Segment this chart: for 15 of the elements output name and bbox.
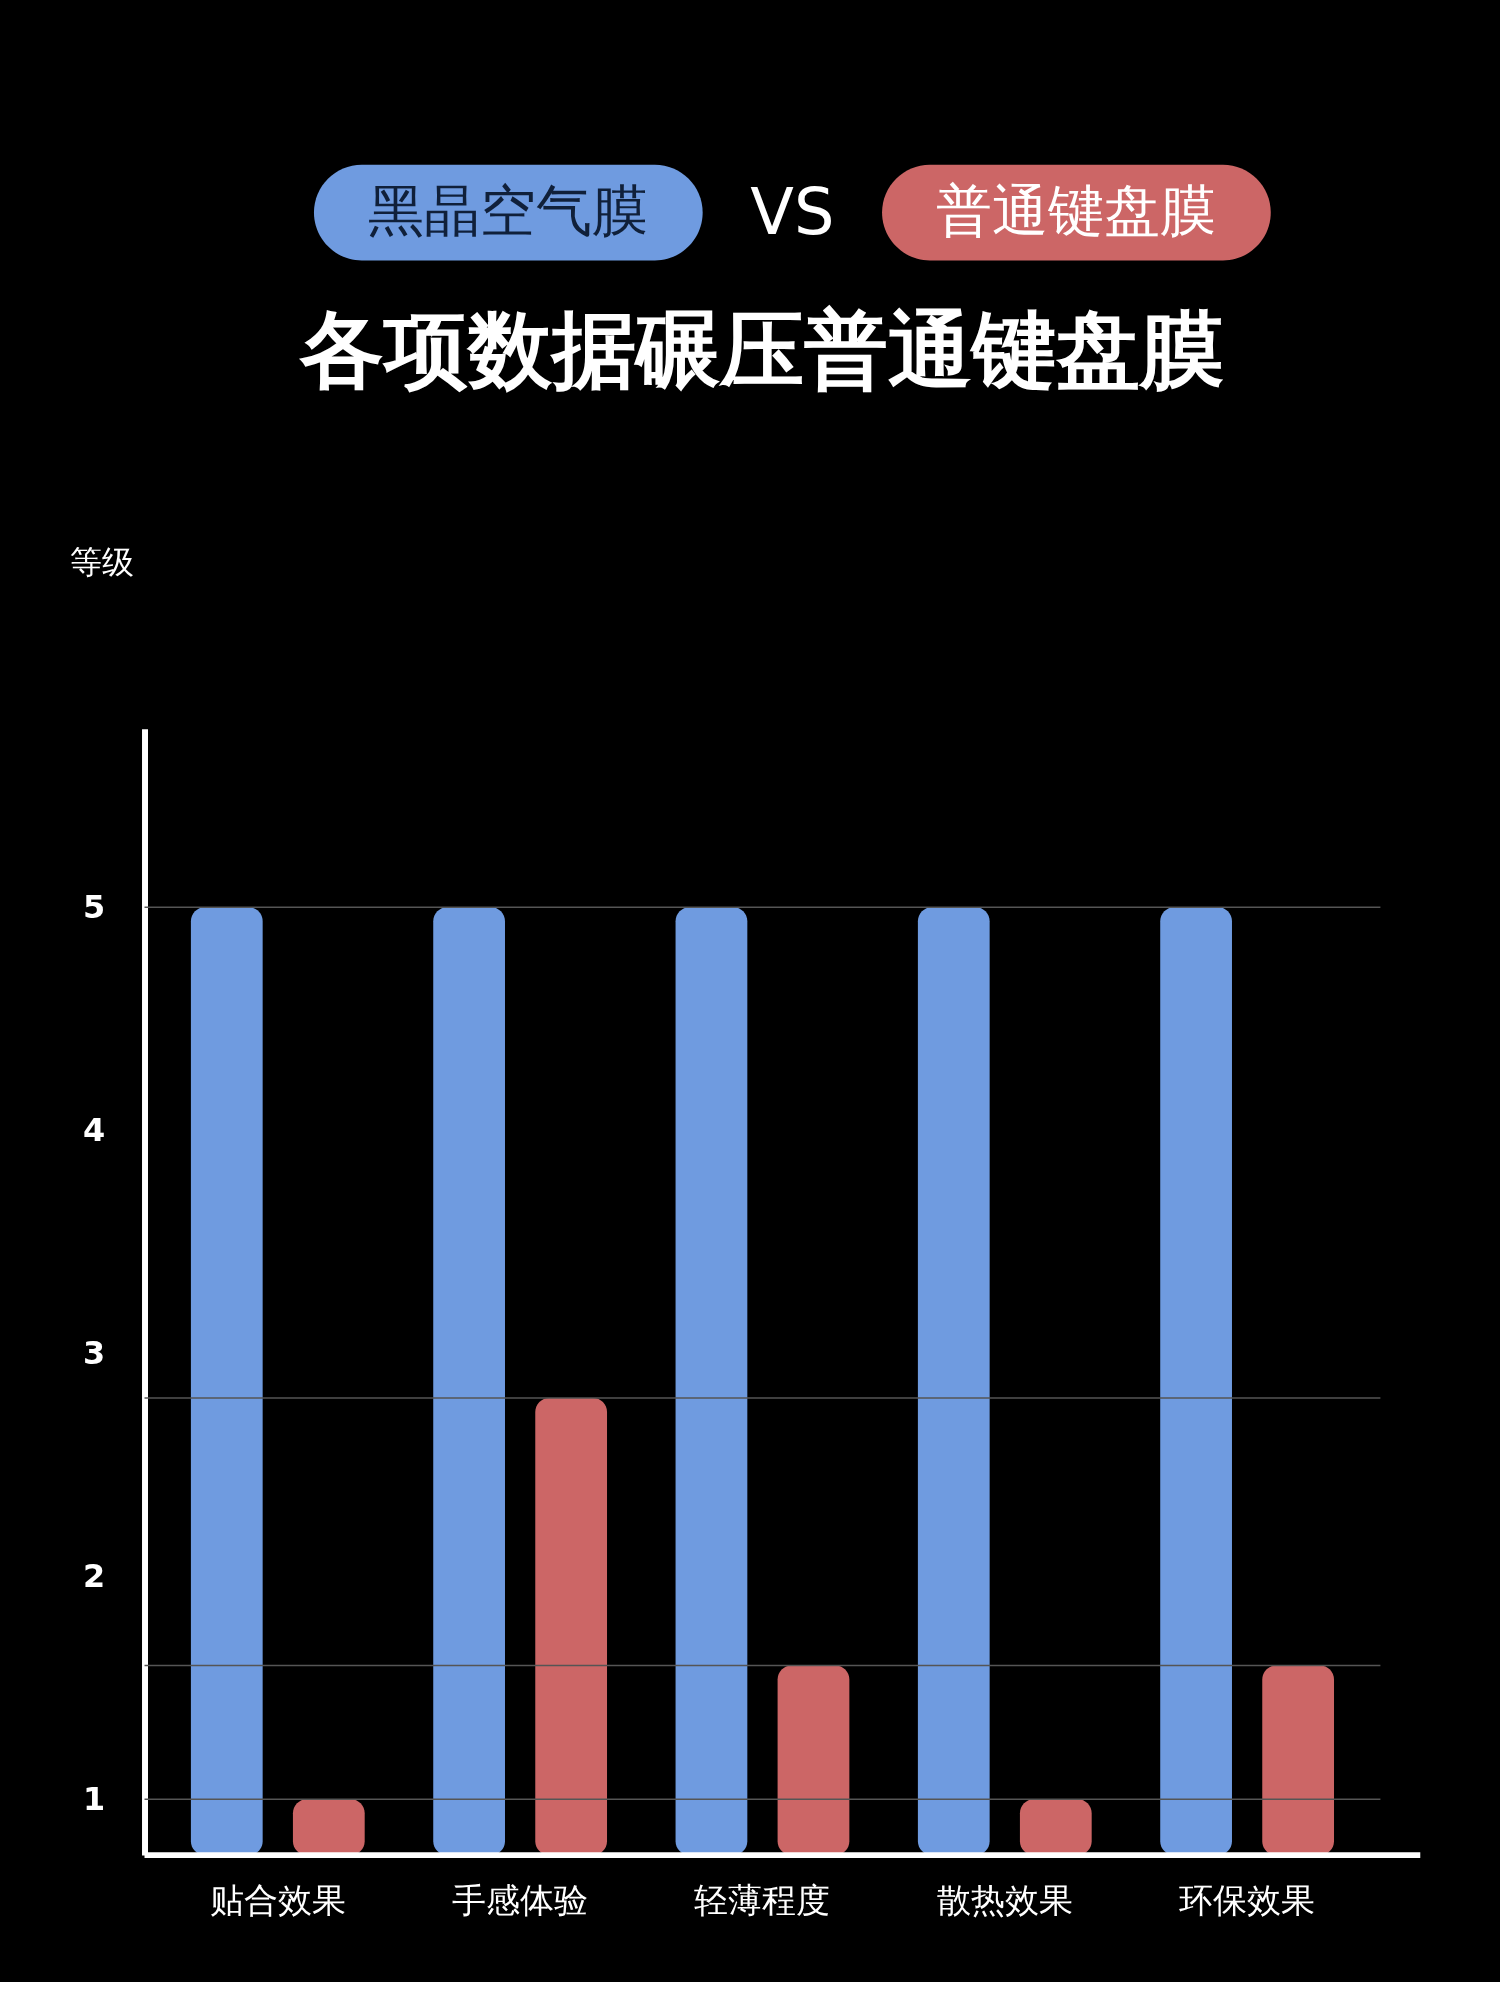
x-tick-label: 手感体验: [452, 1881, 589, 1921]
x-tick-label: 贴合效果: [209, 1881, 346, 1921]
y-axis-title: 等级: [70, 542, 135, 581]
y-tick-label: 1: [82, 1779, 106, 1818]
y-tick-label: 2: [82, 1556, 106, 1595]
x-tick-label: 轻薄程度: [694, 1881, 831, 1921]
x-tick-label: 环保效果: [1179, 1881, 1316, 1921]
x-tick-label: 散热效果: [936, 1881, 1073, 1921]
chart-title: 各项数据碾压普通键盘膜: [299, 301, 1225, 400]
text: VS: [750, 174, 835, 249]
y-tick-label: 4: [82, 1110, 106, 1149]
y-tick-label: 5: [82, 887, 106, 926]
y-tick-label: 3: [82, 1333, 106, 1372]
text: 普通键盘膜: [936, 177, 1217, 243]
text: 黑晶空气膜: [368, 177, 649, 243]
